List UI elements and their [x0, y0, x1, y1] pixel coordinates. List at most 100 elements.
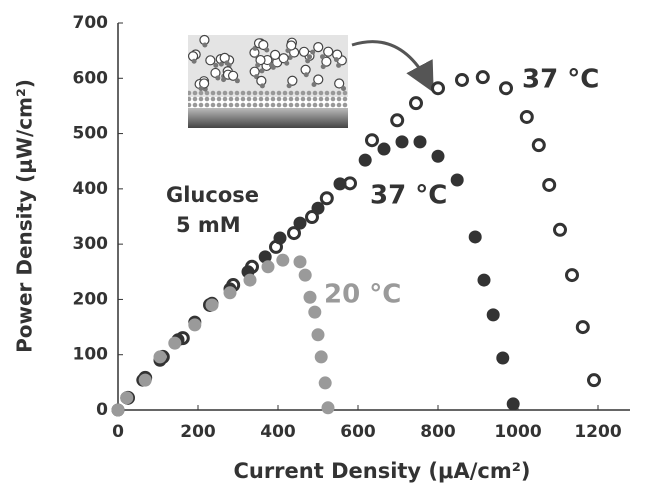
mediator: [224, 60, 230, 66]
point: [553, 222, 567, 237]
point: [395, 135, 409, 149]
x-tick-label: 200: [180, 422, 216, 442]
y-tick-label: 0: [96, 400, 108, 420]
point: [273, 231, 287, 245]
y-tick-label: 700: [73, 13, 109, 33]
enzyme: [270, 49, 281, 60]
point: [506, 397, 520, 411]
point: [293, 255, 307, 269]
point: [519, 109, 534, 124]
point: [358, 153, 372, 167]
point: [318, 376, 332, 390]
arrow: [351, 40, 434, 93]
y-tick-label: 200: [73, 289, 109, 309]
enzyme: [278, 53, 289, 64]
point: [111, 403, 125, 417]
point: [409, 96, 423, 111]
y-axis-title: Power Density (μW/cm²): [13, 79, 37, 353]
point: [243, 273, 257, 287]
point: [486, 308, 500, 322]
annotation: Glucose: [166, 183, 259, 207]
mediator: [287, 54, 293, 60]
mediator: [259, 68, 265, 74]
point: [188, 318, 202, 332]
point: [293, 216, 307, 230]
point: [138, 373, 152, 387]
mediator: [234, 78, 240, 84]
enzyme: [298, 46, 310, 57]
enzyme: [199, 78, 210, 89]
point: [333, 177, 347, 191]
mediator: [333, 57, 339, 63]
point: [311, 328, 325, 342]
point: [468, 230, 482, 244]
mediator: [286, 83, 292, 89]
point: [413, 135, 427, 149]
enzyme: [321, 56, 332, 67]
x-tick-label: 1000: [494, 422, 541, 442]
point: [120, 391, 134, 405]
point: [258, 250, 272, 264]
mediator: [255, 62, 261, 68]
point: [377, 142, 391, 156]
enzyme: [255, 54, 266, 66]
point: [303, 290, 317, 304]
point: [305, 210, 319, 225]
point: [575, 320, 590, 335]
point: [365, 133, 379, 148]
mediator: [341, 85, 347, 91]
x-tick-label: 1200: [574, 422, 621, 442]
point: [287, 226, 301, 241]
mediator: [191, 58, 197, 64]
mediator: [213, 62, 219, 68]
point: [390, 113, 405, 128]
mediator: [259, 83, 265, 89]
mediator: [268, 62, 274, 68]
y-tick-label: 400: [73, 179, 109, 199]
enzyme: [313, 74, 324, 85]
enzyme: [286, 40, 297, 51]
point: [153, 350, 167, 364]
point: [314, 350, 328, 364]
enzyme: [313, 41, 324, 53]
point: [308, 305, 322, 319]
point: [431, 81, 445, 96]
mediator: [311, 81, 317, 87]
annotation: 37 °C: [370, 181, 447, 211]
annotation: 5 mM: [176, 213, 241, 237]
point: [276, 253, 290, 267]
mediator: [221, 77, 227, 83]
mediator: [218, 61, 224, 67]
point: [475, 70, 490, 85]
mediator: [264, 47, 270, 53]
point: [565, 268, 579, 283]
point: [298, 268, 312, 282]
x-tick-label: 0: [112, 422, 124, 442]
annotation: 20 °C: [324, 280, 401, 310]
point: [311, 201, 325, 215]
point: [168, 336, 182, 350]
y-tick-label: 500: [73, 124, 109, 144]
point: [477, 273, 491, 287]
y-tick-label: 600: [73, 68, 109, 88]
enzyme: [287, 75, 298, 86]
x-tick-label: 400: [260, 422, 296, 442]
y-tick-label: 100: [73, 345, 109, 365]
point: [542, 177, 557, 192]
point: [321, 401, 335, 415]
enzyme: [227, 70, 239, 81]
x-tick-label: 600: [340, 422, 376, 442]
enzyme: [258, 39, 269, 51]
mediator: [305, 58, 311, 64]
x-axis-title: Current Density (μA/cm²): [233, 459, 530, 483]
point: [319, 191, 334, 206]
x-tick-label: 800: [420, 422, 456, 442]
point: [496, 351, 510, 365]
y-tick-label: 300: [73, 234, 109, 254]
point: [205, 298, 219, 312]
point: [223, 286, 237, 300]
point: [499, 81, 513, 96]
mediator: [285, 48, 291, 54]
annotation: 37 °C: [522, 65, 599, 95]
